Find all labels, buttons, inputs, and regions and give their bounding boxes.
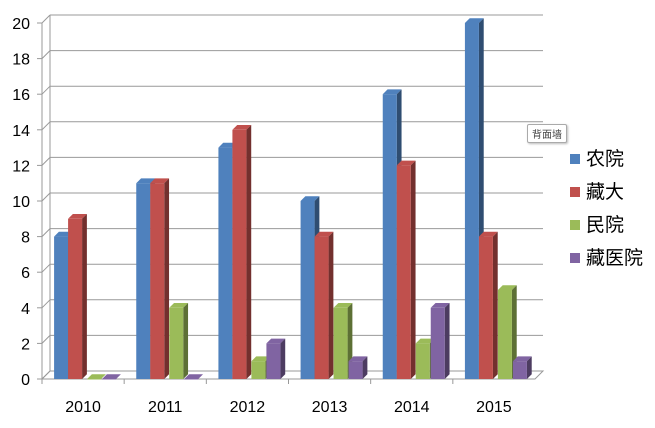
x-tick-label: 2010 [65,399,101,416]
gridline-side [41,299,51,309]
bar-农院 [218,147,233,379]
y-tick-label: 6 [21,265,30,282]
legend-swatch [570,253,580,263]
bar-top [464,18,484,23]
legend-label: 藏大 [586,181,624,203]
gridline-side [41,121,51,131]
bar-top [150,178,170,184]
bar-side [82,214,87,379]
bar-top [415,338,435,344]
bar-藏医院 [184,379,199,380]
legend-swatch [570,187,580,197]
bar-民院 [415,343,430,379]
x-tick-label: 2014 [394,399,430,416]
bar-side [410,160,416,379]
bar-side [164,178,170,379]
bar-民院 [87,379,102,380]
y-tick-label: 4 [21,301,30,318]
bar-民院 [169,307,184,379]
y-tick-label: 2 [21,336,30,353]
gridline-side [41,335,51,344]
gridline-side [41,192,51,202]
bar-藏医院 [512,361,527,379]
bar-藏医院 [430,307,445,379]
gridline-side [41,85,51,95]
gridline-side [41,14,51,24]
bar-农院 [136,183,151,379]
bar-side [492,231,498,379]
gridline-side [41,228,51,237]
bar-民院 [251,361,266,379]
bar-藏医院 [348,361,363,379]
bar-top [251,356,271,362]
x-tick-label: 2011 [148,399,183,416]
y-tick-label: 12 [12,158,30,175]
tooltip: 背面墙 [527,124,567,143]
legend-label: 藏医院 [586,247,643,269]
bar-side [526,356,532,379]
bar-藏医院 [266,343,281,379]
bar-top [136,178,156,184]
bar-藏大 [150,183,165,379]
bar-top [382,89,402,95]
bar-side [246,125,252,379]
y-tick-label: 8 [21,230,30,247]
bar-top [497,285,517,290]
bar-藏大 [396,165,411,379]
bar-top [266,338,286,344]
bar-农院 [54,236,69,379]
x-tick-label: 2015 [476,399,512,416]
bar-top [102,374,121,379]
bar-top [348,356,368,362]
x-tick-label: 2012 [230,399,266,416]
bar-top [314,231,334,237]
bar-side [444,303,450,379]
bar-藏大 [314,236,329,379]
bar-top [300,196,320,201]
y-tick-label: 10 [12,194,30,211]
bar-藏大 [68,218,83,379]
bar-top [68,214,87,219]
y-tick-label: 0 [21,372,30,389]
bar-农院 [464,23,479,379]
bar-农院 [300,201,315,379]
bar-民院 [333,307,348,379]
bar-side [362,356,368,379]
x-tick-label: 2013 [312,399,348,416]
bar-top [430,303,450,308]
bar-top [184,374,204,379]
bar-top [169,303,189,308]
bar-side [183,303,189,379]
legend-label: 农院 [586,148,624,170]
gridline-side [41,157,51,166]
gridline-side [41,263,51,273]
bar-民院 [497,290,512,379]
legend-swatch [570,220,580,230]
legend-label: 民院 [586,214,624,236]
y-tick-label: 20 [12,16,30,33]
y-tick-label: 16 [12,87,30,104]
bar-side [328,231,334,379]
bar-top [87,374,106,379]
bar-top [333,303,353,308]
bar-藏大 [478,236,493,379]
bar-top [396,160,416,166]
bar-top [232,125,252,130]
bar-side [280,338,286,379]
bar-农院 [382,94,397,379]
legend-swatch [570,154,580,164]
gridline-side [41,50,51,59]
bar-藏大 [232,129,247,379]
y-tick-label: 18 [12,52,30,69]
bar-top [478,231,498,237]
bar-side [511,285,517,379]
y-tick-label: 14 [12,123,30,140]
bar-top [512,356,532,362]
bar-藏医院 [102,379,117,380]
